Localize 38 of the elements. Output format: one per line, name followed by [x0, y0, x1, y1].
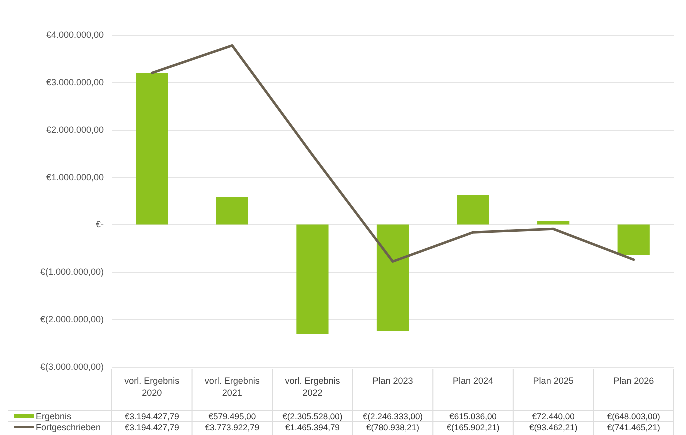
y-tick-label: €2.000.000,00	[46, 124, 104, 135]
bar	[376, 224, 410, 332]
data-label: €(165.902,21)	[446, 422, 500, 432]
bar	[618, 224, 650, 256]
bar	[216, 197, 248, 225]
y-tick-label: €(1.000.000,00)	[40, 267, 104, 278]
y-tick-label: €3.000.000,00	[46, 77, 104, 88]
data-label: €(93.462,21)	[529, 422, 578, 432]
data-label: €3.194.427,79	[124, 412, 180, 422]
bar	[136, 73, 168, 225]
x-tick-label: Plan 2024	[453, 376, 494, 386]
y-tick-label: €(2.000.000,00)	[40, 314, 104, 325]
data-label: €(648.003,00)	[607, 412, 660, 422]
x-tick-label: Plan 2023	[372, 376, 414, 386]
x-tick-label: Plan 2025	[533, 376, 574, 386]
data-label: €(780.938,21)	[366, 422, 420, 432]
data-label: €(2.246.333,00)	[362, 412, 424, 422]
legend-label: Ergebnis	[36, 412, 72, 422]
y-tick-label: €(3.000.000,00)	[40, 362, 104, 372]
line-series	[150, 44, 636, 264]
y-tick-label: €4.000.000,00	[46, 30, 104, 40]
x-tick-label: vorl. Ergebnis 2020	[124, 376, 180, 398]
x-tick-label: vorl. Ergebnis 2021	[204, 376, 260, 398]
y-tick-label: €1.000.000,00	[46, 172, 104, 182]
data-label: €1.465.394,79	[286, 422, 340, 432]
data-label: €579.495,00	[208, 412, 256, 422]
data-label: €72.440,00	[532, 412, 576, 422]
bar	[457, 196, 490, 225]
x-tick-label: vorl. Ergebnis 2022	[285, 376, 341, 398]
bar	[296, 224, 329, 334]
x-tick-label: Plan 2026	[614, 376, 654, 386]
data-label: €(741.465,21)	[607, 422, 660, 432]
legend-label: Fortgeschrieben	[36, 422, 102, 432]
data-label: €3.194.427,79	[124, 422, 180, 432]
data-label: €615.036,00	[450, 412, 498, 422]
y-tick-label: €-	[96, 220, 104, 230]
data-label: €3.773.922,79	[205, 422, 260, 432]
data-label: €(2.305.528,00)	[282, 412, 343, 422]
